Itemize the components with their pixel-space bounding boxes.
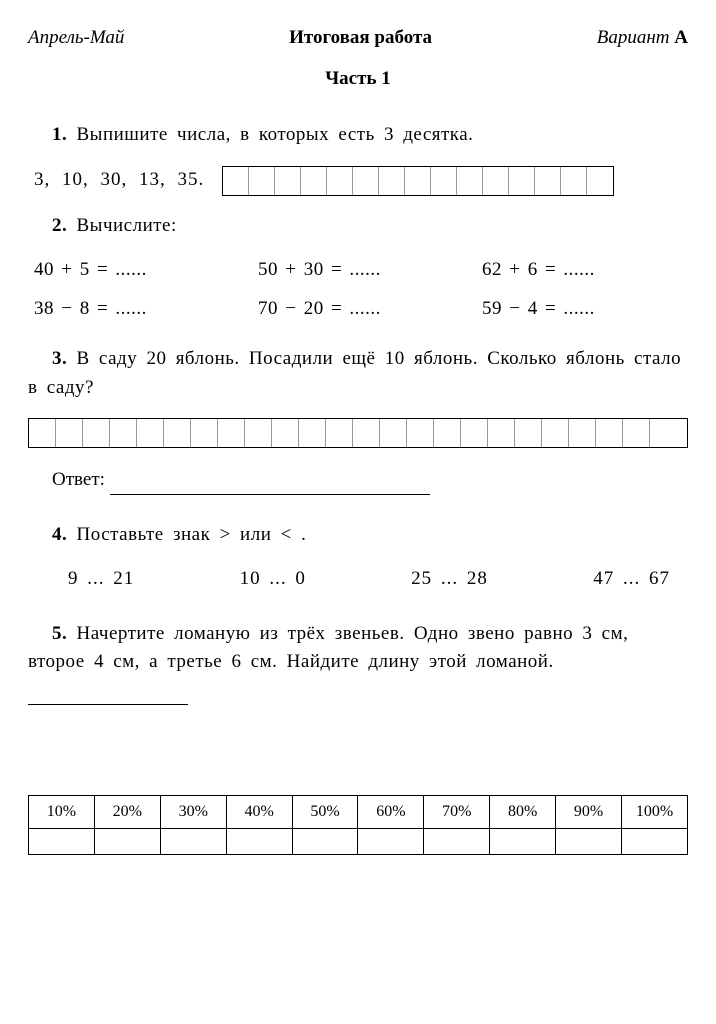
question-5: 5. Начертите ломаную из трёх звеньев. Од… [28, 620, 688, 706]
q5-number: 5. [52, 623, 67, 644]
equation[interactable]: 59 − 4 = ...... [482, 295, 688, 324]
comparison[interactable]: 9 ... 21 [68, 565, 134, 594]
q2-text: Вычислите: [77, 215, 177, 236]
q2-number: 2. [52, 215, 67, 236]
equation[interactable]: 62 + 6 = ...... [482, 256, 688, 285]
equation[interactable]: 50 + 30 = ...... [258, 256, 464, 285]
percent-row: 10% 20% 30% 40% 50% 60% 70% 80% 90% 100% [29, 796, 688, 829]
equation[interactable]: 40 + 5 = ...... [34, 256, 240, 285]
percent-cell: 100% [622, 796, 688, 829]
q5-answer-line[interactable] [28, 686, 188, 705]
part-title: Часть 1 [28, 65, 688, 94]
variant-letter: А [674, 27, 688, 48]
footer: 10% 20% 30% 40% 50% 60% 70% 80% 90% 100% [28, 795, 688, 855]
question-4: 4. Поставьте знак > или < . [28, 521, 688, 550]
period-label: Апрель-Май [28, 24, 124, 53]
q3-answer-row: Ответ: [52, 466, 688, 495]
percent-cell: 90% [556, 796, 622, 829]
question-1: 1. Выпишите числа, в которых есть 3 деся… [28, 121, 688, 150]
q3-work-grid[interactable] [28, 418, 688, 448]
comparison[interactable]: 10 ... 0 [240, 565, 306, 594]
q3-text: В саду 20 яблонь. Посадили ещё 10 яблонь… [28, 348, 681, 398]
q2-equations: 40 + 5 = ...... 50 + 30 = ...... 62 + 6 … [34, 256, 688, 323]
percent-cell: 50% [292, 796, 358, 829]
percent-cell: 20% [94, 796, 160, 829]
q4-comparisons: 9 ... 21 10 ... 0 25 ... 28 47 ... 67 [68, 565, 670, 594]
answer-line[interactable] [110, 476, 430, 495]
q1-number: 1. [52, 124, 67, 145]
comparison[interactable]: 47 ... 67 [593, 565, 670, 594]
percent-cell: 80% [490, 796, 556, 829]
equation[interactable]: 70 − 20 = ...... [258, 295, 464, 324]
percent-cell: 10% [29, 796, 95, 829]
comparison[interactable]: 25 ... 28 [411, 565, 488, 594]
q4-number: 4. [52, 524, 67, 545]
percent-cell: 70% [424, 796, 490, 829]
q5-text: Начертите ломаную из трёх звеньев. Одно … [28, 623, 628, 673]
q3-number: 3. [52, 348, 67, 369]
header: Апрель-Май Итоговая работа Вариант А [28, 24, 688, 53]
question-2: 2. Вычислите: [28, 212, 688, 241]
q1-row: 3, 10, 30, 13, 35. [28, 166, 688, 196]
percent-cell: 40% [226, 796, 292, 829]
percent-cell: 30% [160, 796, 226, 829]
percent-blank-row[interactable] [29, 829, 688, 855]
q4-text: Поставьте знак > или < . [77, 524, 307, 545]
equation[interactable]: 38 − 8 = ...... [34, 295, 240, 324]
q1-numbers: 3, 10, 30, 13, 35. [34, 166, 204, 195]
q1-text: Выпишите числа, в которых есть 3 десятка… [77, 124, 474, 145]
answer-label: Ответ: [52, 469, 105, 490]
q1-answer-grid[interactable] [222, 166, 614, 196]
variant: Вариант А [597, 24, 688, 53]
variant-label: Вариант [597, 27, 670, 48]
question-3: 3. В саду 20 яблонь. Посадили ещё 10 ябл… [28, 345, 688, 402]
work-title: Итоговая работа [289, 24, 432, 53]
percent-table: 10% 20% 30% 40% 50% 60% 70% 80% 90% 100% [28, 795, 688, 855]
percent-cell: 60% [358, 796, 424, 829]
